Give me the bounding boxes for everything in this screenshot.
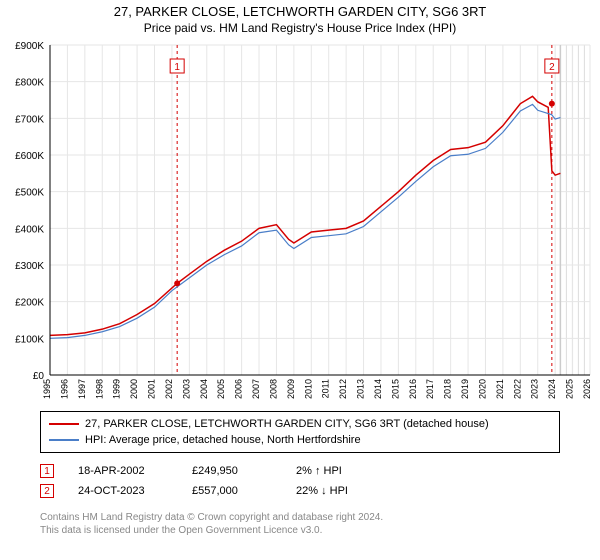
svg-text:2000: 2000 bbox=[129, 379, 139, 399]
legend: 27, PARKER CLOSE, LETCHWORTH GARDEN CITY… bbox=[40, 411, 560, 453]
svg-text:2007: 2007 bbox=[251, 379, 261, 399]
svg-text:2001: 2001 bbox=[147, 379, 157, 399]
svg-text:2018: 2018 bbox=[443, 379, 453, 399]
transaction-hpi-diff: 2% ↑ HPI bbox=[296, 465, 376, 477]
transaction-marker-badge: 1 bbox=[40, 464, 54, 478]
chart-subtitle: Price paid vs. HM Land Registry's House … bbox=[0, 21, 600, 35]
legend-item: 27, PARKER CLOSE, LETCHWORTH GARDEN CITY… bbox=[49, 416, 551, 432]
transaction-marker-badge: 2 bbox=[40, 484, 54, 498]
transaction-hpi-diff: 22% ↓ HPI bbox=[296, 485, 376, 497]
price-chart: £0£100K£200K£300K£400K£500K£600K£700K£80… bbox=[0, 35, 600, 405]
svg-text:2003: 2003 bbox=[181, 379, 191, 399]
svg-text:2016: 2016 bbox=[408, 379, 418, 399]
svg-text:£500K: £500K bbox=[15, 188, 44, 199]
legend-label: 27, PARKER CLOSE, LETCHWORTH GARDEN CITY… bbox=[85, 418, 489, 430]
svg-text:2004: 2004 bbox=[199, 379, 209, 399]
legend-label: HPI: Average price, detached house, Nort… bbox=[85, 434, 361, 446]
svg-text:2012: 2012 bbox=[338, 379, 348, 399]
svg-text:2017: 2017 bbox=[425, 379, 435, 399]
svg-text:£300K: £300K bbox=[15, 261, 44, 272]
legend-item: HPI: Average price, detached house, Nort… bbox=[49, 432, 551, 448]
svg-text:2023: 2023 bbox=[530, 379, 540, 399]
svg-text:2013: 2013 bbox=[356, 379, 366, 399]
svg-text:1995: 1995 bbox=[42, 379, 52, 399]
svg-text:2026: 2026 bbox=[582, 379, 592, 399]
transaction-row: 1 18-APR-2002 £249,950 2% ↑ HPI bbox=[40, 461, 560, 481]
svg-text:1998: 1998 bbox=[94, 379, 104, 399]
svg-text:£200K: £200K bbox=[15, 298, 44, 309]
svg-text:2002: 2002 bbox=[164, 379, 174, 399]
svg-text:2021: 2021 bbox=[495, 379, 505, 399]
transaction-price: £557,000 bbox=[192, 485, 272, 497]
footer-line-1: Contains HM Land Registry data © Crown c… bbox=[40, 511, 560, 524]
svg-text:2025: 2025 bbox=[565, 379, 575, 399]
svg-text:£400K: £400K bbox=[15, 224, 44, 235]
svg-text:£100K: £100K bbox=[15, 334, 44, 345]
svg-text:2009: 2009 bbox=[286, 379, 296, 399]
svg-text:2014: 2014 bbox=[373, 379, 383, 399]
svg-text:2010: 2010 bbox=[303, 379, 313, 399]
svg-text:2011: 2011 bbox=[321, 379, 331, 398]
svg-text:£700K: £700K bbox=[15, 114, 44, 125]
svg-text:1: 1 bbox=[174, 62, 180, 73]
transaction-price: £249,950 bbox=[192, 465, 272, 477]
svg-text:2020: 2020 bbox=[477, 379, 487, 399]
transaction-date: 24-OCT-2023 bbox=[78, 485, 168, 497]
svg-text:1996: 1996 bbox=[59, 379, 69, 399]
svg-text:2: 2 bbox=[549, 62, 555, 73]
svg-text:£800K: £800K bbox=[15, 78, 44, 89]
svg-text:2024: 2024 bbox=[547, 379, 557, 399]
svg-text:1999: 1999 bbox=[112, 379, 122, 399]
svg-text:2008: 2008 bbox=[268, 379, 278, 399]
svg-text:2006: 2006 bbox=[234, 379, 244, 399]
footer-line-2: This data is licensed under the Open Gov… bbox=[40, 524, 560, 537]
chart-title: 27, PARKER CLOSE, LETCHWORTH GARDEN CITY… bbox=[0, 4, 600, 19]
footer-attribution: Contains HM Land Registry data © Crown c… bbox=[40, 511, 560, 537]
svg-text:2015: 2015 bbox=[390, 379, 400, 399]
svg-text:£600K: £600K bbox=[15, 151, 44, 162]
legend-swatch bbox=[49, 423, 79, 425]
transaction-row: 2 24-OCT-2023 £557,000 22% ↓ HPI bbox=[40, 481, 560, 501]
svg-text:1997: 1997 bbox=[77, 379, 87, 399]
legend-swatch bbox=[49, 439, 79, 441]
transactions-table: 1 18-APR-2002 £249,950 2% ↑ HPI 2 24-OCT-2023… bbox=[40, 461, 560, 501]
svg-text:£900K: £900K bbox=[15, 41, 44, 52]
transaction-date: 18-APR-2002 bbox=[78, 465, 168, 477]
svg-text:2019: 2019 bbox=[460, 379, 470, 399]
svg-text:2022: 2022 bbox=[512, 379, 522, 399]
svg-text:2005: 2005 bbox=[216, 379, 226, 399]
